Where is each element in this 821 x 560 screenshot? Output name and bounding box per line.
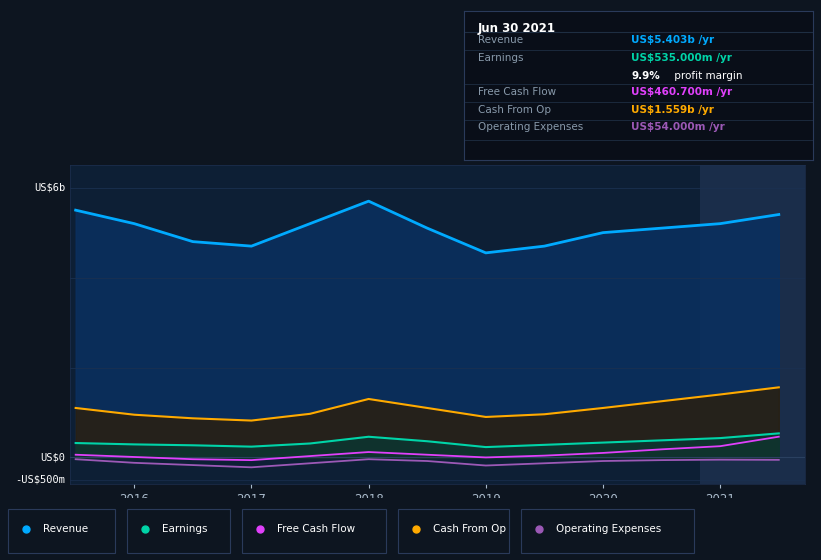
Text: Cash From Op: Cash From Op <box>433 524 506 534</box>
Text: US$1.559b /yr: US$1.559b /yr <box>631 105 714 115</box>
Text: US$54.000m /yr: US$54.000m /yr <box>631 123 725 133</box>
Text: Earnings: Earnings <box>478 53 523 63</box>
Text: Revenue: Revenue <box>43 524 88 534</box>
Text: Cash From Op: Cash From Op <box>478 105 551 115</box>
Text: Revenue: Revenue <box>478 35 523 45</box>
Text: -US$500m: -US$500m <box>16 475 66 485</box>
Text: Earnings: Earnings <box>162 524 207 534</box>
Text: Operating Expenses: Operating Expenses <box>556 524 661 534</box>
Text: US$6b: US$6b <box>34 183 66 193</box>
Text: US$5.403b /yr: US$5.403b /yr <box>631 35 714 45</box>
Text: Jun 30 2021: Jun 30 2021 <box>478 22 556 35</box>
Text: profit margin: profit margin <box>672 71 743 81</box>
Bar <box>700 165 808 484</box>
Text: US$535.000m /yr: US$535.000m /yr <box>631 53 732 63</box>
Text: US$0: US$0 <box>41 452 66 463</box>
Text: 9.9%: 9.9% <box>631 71 660 81</box>
Text: Free Cash Flow: Free Cash Flow <box>478 87 556 97</box>
Text: Operating Expenses: Operating Expenses <box>478 123 583 133</box>
Text: US$460.700m /yr: US$460.700m /yr <box>631 87 732 97</box>
Text: Free Cash Flow: Free Cash Flow <box>277 524 355 534</box>
